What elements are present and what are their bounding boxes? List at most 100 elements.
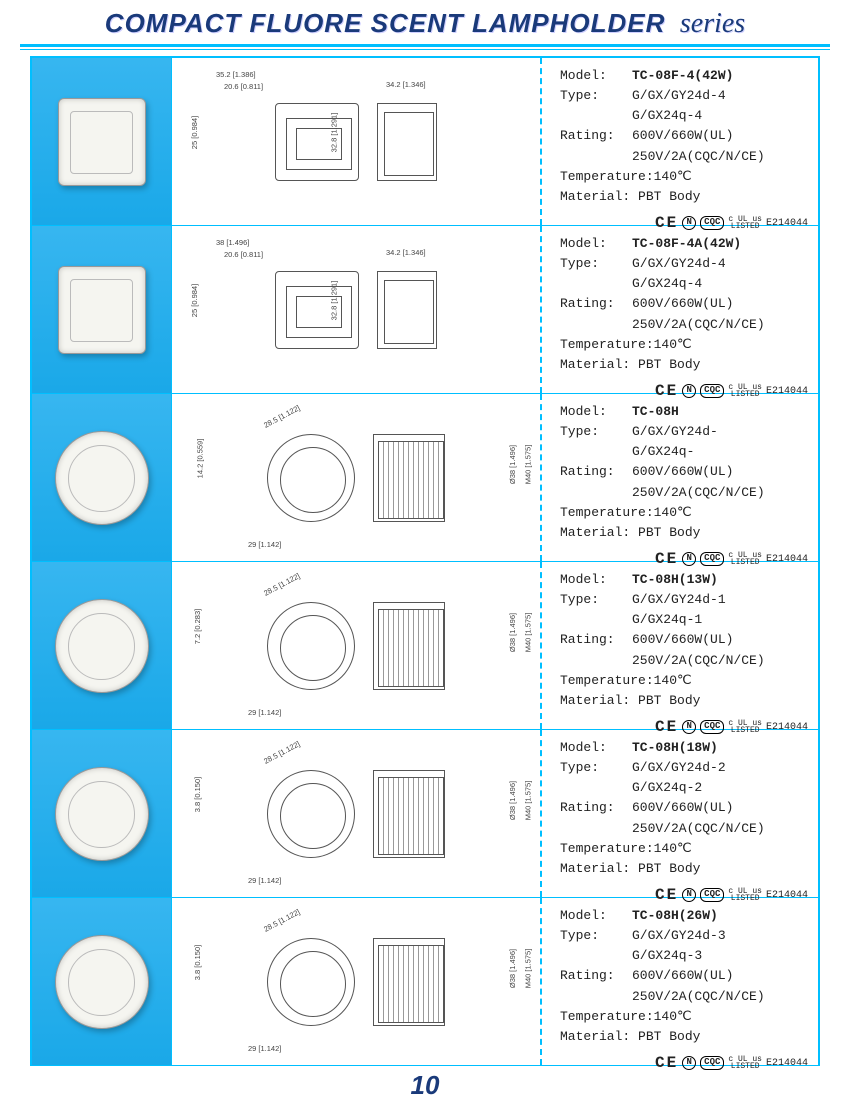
val-type2: G/GX24q-2	[632, 780, 702, 795]
dim-label: 7.2 [0.283]	[193, 609, 202, 644]
val-material: PBT Body	[638, 1029, 700, 1044]
val-rating2: 250V/2A(CQC/N/CE)	[632, 485, 765, 500]
val-type2: G/GX24q-3	[632, 948, 702, 963]
dim-label: 34.2 [1.346]	[386, 248, 426, 257]
spec-block: Model:TC-08F-4(42W)Type:G/GX/GY24d-4G/GX…	[542, 58, 818, 225]
val-type2: G/GX24q-	[632, 444, 694, 459]
val-rating1: 600V/660W(UL)	[632, 632, 733, 647]
lbl-rating: Rating:	[560, 966, 632, 986]
catalog-row: 38 [1.496]20.6 [0.811]25 [0.984]32.8 [1.…	[32, 226, 818, 394]
val-rating1: 600V/660W(UL)	[632, 800, 733, 815]
lbl-temp: Temperature:	[560, 337, 654, 352]
technical-diagram: 28.5 [1.122]29 [1.142]Ø38 [1.496]M40 [1.…	[172, 730, 542, 897]
product-image	[55, 431, 149, 525]
lbl-type: Type:	[560, 422, 632, 442]
lbl-temp: Temperature:	[560, 673, 654, 688]
val-type2: G/GX24q-4	[632, 276, 702, 291]
spec-block: Model:TC-08H(18W)Type:G/GX/GY24d-2G/GX24…	[542, 730, 818, 897]
dim-label: M40 [1.575]	[524, 949, 533, 989]
catalog-row: 28.5 [1.122]29 [1.142]Ø38 [1.496]M40 [1.…	[32, 730, 818, 898]
lbl-model: Model:	[560, 402, 632, 422]
lbl-type: Type:	[560, 590, 632, 610]
lbl-model: Model:	[560, 66, 632, 86]
val-type1: G/GX/GY24d-	[632, 424, 718, 439]
product-image	[55, 767, 149, 861]
val-model: TC-08H(18W)	[632, 740, 718, 755]
lbl-rating: Rating:	[560, 798, 632, 818]
cert-cqc-icon: CQC	[700, 1056, 724, 1070]
dim-label: 29 [1.142]	[248, 540, 281, 549]
dim-label: 29 [1.142]	[248, 876, 281, 885]
dim-label: 34.2 [1.346]	[386, 80, 426, 89]
dim-label: M40 [1.575]	[524, 613, 533, 653]
lbl-model: Model:	[560, 906, 632, 926]
spec-block: Model:TC-08H(13W)Type:G/GX/GY24d-1 G/GX24…	[542, 562, 818, 729]
val-material: PBT Body	[638, 525, 700, 540]
catalog-table: 35.2 [1.386]20.6 [0.811]25 [0.984]32.8 […	[30, 56, 820, 1066]
dim-label: 29 [1.142]	[248, 708, 281, 717]
product-thumbnail	[32, 730, 172, 897]
dim-label: 32.8 [1.291]	[329, 113, 338, 153]
lbl-model: Model:	[560, 738, 632, 758]
lbl-temp: Temperature:	[560, 505, 654, 520]
lbl-temp: Temperature:	[560, 841, 654, 856]
lbl-model: Model:	[560, 570, 632, 590]
dim-label: M40 [1.575]	[524, 781, 533, 821]
val-model: TC-08H	[632, 404, 679, 419]
product-thumbnail	[32, 226, 172, 393]
dim-label: 25 [0.984]	[190, 116, 199, 149]
product-image	[58, 266, 146, 354]
dim-label: 29 [1.142]	[248, 1044, 281, 1053]
product-thumbnail	[32, 898, 172, 1065]
product-thumbnail	[32, 394, 172, 561]
lbl-material: Material:	[560, 861, 630, 876]
lbl-rating: Rating:	[560, 126, 632, 146]
val-model: TC-08H(13W)	[632, 572, 718, 587]
header-rule	[20, 44, 830, 50]
val-model: TC-08H(26W)	[632, 908, 718, 923]
lbl-type: Type:	[560, 758, 632, 778]
dim-label: 3.8 [0.150]	[193, 777, 202, 812]
val-type2: G/GX24q-4	[632, 108, 702, 123]
val-rating2: 250V/2A(CQC/N/CE)	[632, 317, 765, 332]
lbl-temp: Temperature:	[560, 169, 654, 184]
spec-block: Model:TC-08F-4A(42W)Type:G/GX/GY24d-4G/G…	[542, 226, 818, 393]
spec-block: Model:TC-08H(26W)Type:G/GX/GY24d-3G/GX24…	[542, 898, 818, 1065]
val-material: PBT Body	[638, 357, 700, 372]
dim-label: 20.6 [0.811]	[224, 82, 263, 91]
technical-diagram: 38 [1.496]20.6 [0.811]25 [0.984]32.8 [1.…	[172, 226, 542, 393]
val-type1: G/GX/GY24d-1	[632, 592, 726, 607]
lbl-material: Material:	[560, 525, 630, 540]
dim-label: Ø38 [1.496]	[508, 949, 517, 988]
lbl-rating: Rating:	[560, 294, 632, 314]
val-model: TC-08F-4A(42W)	[632, 236, 741, 251]
lbl-model: Model:	[560, 234, 632, 254]
val-material: PBT Body	[638, 861, 700, 876]
technical-diagram: 28.5 [1.122]29 [1.142]Ø38 [1.496]M40 [1.…	[172, 562, 542, 729]
val-type1: G/GX/GY24d-3	[632, 928, 726, 943]
cert-ul-icon: c UL usLISTED	[728, 1056, 762, 1070]
lbl-type: Type:	[560, 86, 632, 106]
lbl-rating: Rating:	[560, 630, 632, 650]
val-temp: 140℃	[654, 673, 692, 688]
val-material: PBT Body	[638, 693, 700, 708]
dim-label: 20.6 [0.811]	[224, 250, 263, 259]
catalog-row: 28.5 [1.122]29 [1.142]Ø38 [1.496]M40 [1.…	[32, 394, 818, 562]
dim-label: Ø38 [1.496]	[508, 781, 517, 820]
lbl-material: Material:	[560, 189, 630, 204]
val-temp: 140℃	[654, 841, 692, 856]
product-image	[58, 98, 146, 186]
dim-label: 25 [0.984]	[190, 284, 199, 317]
cert-n-icon: N	[682, 1056, 696, 1070]
dim-label: Ø38 [1.496]	[508, 445, 517, 484]
val-model: TC-08F-4(42W)	[632, 68, 733, 83]
val-rating2: 250V/2A(CQC/N/CE)	[632, 821, 765, 836]
val-type2: G/GX24q-1	[632, 612, 702, 627]
title-main: COMPACT FLUORE SCENT LAMPHOLDER	[105, 8, 666, 39]
val-temp: 140℃	[654, 1009, 692, 1024]
cert-line: CENCQCc UL usLISTEDE214044	[560, 1051, 812, 1076]
lbl-material: Material:	[560, 357, 630, 372]
dim-label: M40 [1.575]	[524, 445, 533, 485]
catalog-row: 28.5 [1.122]29 [1.142]Ø38 [1.496]M40 [1.…	[32, 898, 818, 1066]
product-image	[55, 935, 149, 1029]
